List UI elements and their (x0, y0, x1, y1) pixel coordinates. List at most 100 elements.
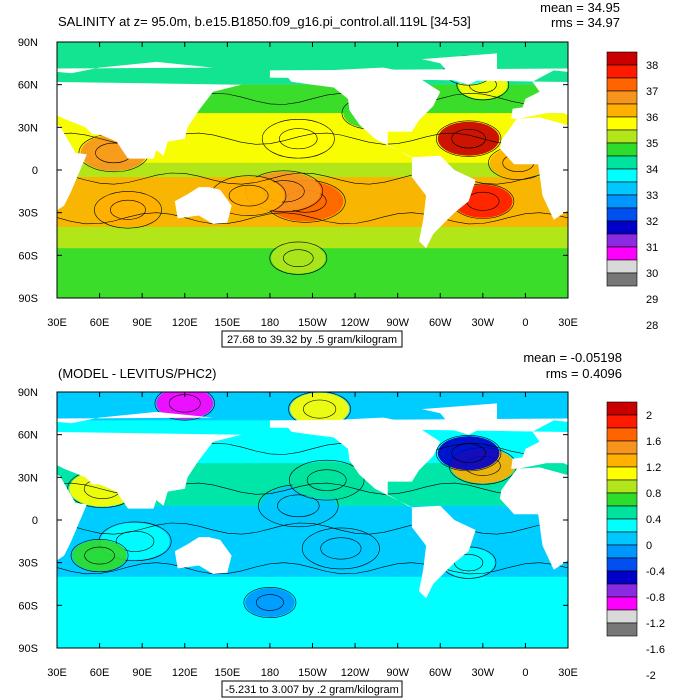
colorbar-swatch (606, 609, 638, 624)
contour-line (306, 469, 347, 491)
panel2-y-ticks: 90N 60N 30N 0 30S 60S 90S (18, 387, 568, 655)
salinity-panel: SALINITY at z= 95.0m, b.e15.B1850.f09_g1… (18, 0, 658, 348)
colorbar-swatch (606, 129, 638, 144)
panel1-x-ticks: 30E 60E 90E 120E 150E 180 150W 120W 90W 60W 30W 0 30… (47, 42, 578, 329)
x-tick-label: 30E (47, 317, 67, 329)
colorbar-swatch (606, 103, 638, 118)
y-tick-label: 60N (18, 80, 38, 92)
colorbar-swatch (606, 622, 638, 637)
land-samerica (411, 155, 476, 249)
value-region (72, 540, 127, 572)
value-region (95, 192, 160, 228)
colorbar-swatch (606, 518, 638, 533)
y-tick-label: 30S (18, 208, 38, 220)
x-tick-label: 30W (472, 667, 495, 679)
colorbar-swatch (606, 168, 638, 183)
panel2-mean: mean = -0.05198 (523, 350, 622, 365)
x-tick-label: 120W (341, 317, 370, 329)
contour-line (110, 199, 146, 220)
colorbar-swatch (606, 207, 638, 222)
contour-line (451, 443, 486, 463)
colorbar-swatch (606, 440, 638, 455)
colorbar-label: 38 (646, 60, 658, 72)
panel1-rms: rms = 34.97 (551, 15, 620, 30)
colorbar-label: 35 (646, 138, 658, 150)
colorbar-swatch (606, 246, 638, 261)
land-eurasia (57, 61, 242, 159)
contour-line (320, 537, 362, 560)
colorbar-swatch (606, 596, 638, 611)
land-australia (686, 537, 700, 574)
contour-line (289, 459, 365, 501)
colorbar-swatch (606, 142, 638, 157)
x-tick-label: 180 (261, 667, 279, 679)
colorbar-swatch (606, 427, 638, 442)
colorbar-swatch (606, 544, 638, 559)
colorbar-label: 32 (646, 216, 658, 228)
x-tick-label: 120E (172, 667, 198, 679)
colorbar-label: -2 (646, 670, 656, 682)
colorbar-swatch (606, 77, 638, 92)
contour-line (154, 392, 215, 421)
colorbar-swatch (606, 220, 638, 235)
colorbar-label: 28 (646, 320, 658, 332)
panel2-x-ticks: 30E 60E 90E 120E 150E 180 150W 120W 90W 60W 30W 0 30… (47, 392, 578, 679)
lat-band (57, 605, 568, 648)
colorbar-swatch (606, 479, 638, 494)
value-region (271, 242, 326, 274)
difference-panel: (MODEL - LEVITUS/PHC2) mean = -0.05198 r… (18, 350, 700, 698)
land-australia (174, 187, 232, 224)
x-tick-label: 30W (472, 317, 495, 329)
y-tick-label: 0 (32, 165, 38, 177)
value-region (291, 461, 363, 500)
land-namerica (287, 67, 441, 159)
colorbar-swatch (606, 531, 638, 546)
colorbar-label: 0 (646, 540, 652, 552)
land-eurasia (57, 411, 242, 509)
contour-line (435, 435, 502, 472)
colorbar-label: 0.4 (646, 514, 661, 526)
y-tick-label: 60S (18, 250, 38, 262)
colorbar-swatch (606, 259, 638, 274)
value-region (437, 121, 500, 156)
contour-line (115, 530, 155, 552)
x-tick-label: 150W (298, 317, 327, 329)
land-africa (499, 467, 568, 570)
contour-line (57, 522, 568, 535)
colorbar-swatch (606, 505, 638, 520)
y-tick-label: 90S (18, 643, 38, 655)
lat-band (57, 226, 568, 249)
y-tick-label: 30N (18, 472, 38, 484)
colorbar-label: 34 (646, 164, 658, 176)
panel1-range-box (221, 330, 403, 348)
colorbar-label: 1.2 (646, 462, 661, 474)
contour-line (261, 118, 335, 159)
value-region (156, 392, 214, 420)
x-tick-label: 30E (47, 667, 67, 679)
x-tick-label: 60W (429, 317, 452, 329)
colorbar-label: 1.6 (646, 436, 661, 448)
colorbar-swatch (606, 155, 638, 170)
x-tick-label: 150E (214, 317, 240, 329)
panel2-range-note: -5.231 to 3.007 by .2 gram/kilogram (225, 684, 399, 696)
colorbar-swatch (606, 272, 638, 287)
land-greenland (421, 53, 497, 85)
x-tick-label: 90E (132, 667, 152, 679)
y-tick-label: 60N (18, 430, 38, 442)
contour-line (277, 494, 320, 518)
colorbar-swatch (606, 583, 638, 598)
contour-line (57, 172, 568, 185)
panel2-range-box (221, 680, 403, 698)
x-tick-label: 120W (341, 667, 370, 679)
contour-line (451, 129, 486, 149)
contour-line (70, 538, 129, 573)
land-africa (499, 117, 568, 220)
colorbar-label: 36 (646, 112, 658, 124)
colorbar-label: -1.6 (646, 644, 665, 656)
y-tick-label: 60S (18, 600, 38, 612)
colorbar-label: -0.8 (646, 592, 665, 604)
value-region (304, 528, 378, 568)
x-tick-label: 30E (558, 667, 578, 679)
land-samerica (411, 505, 476, 599)
